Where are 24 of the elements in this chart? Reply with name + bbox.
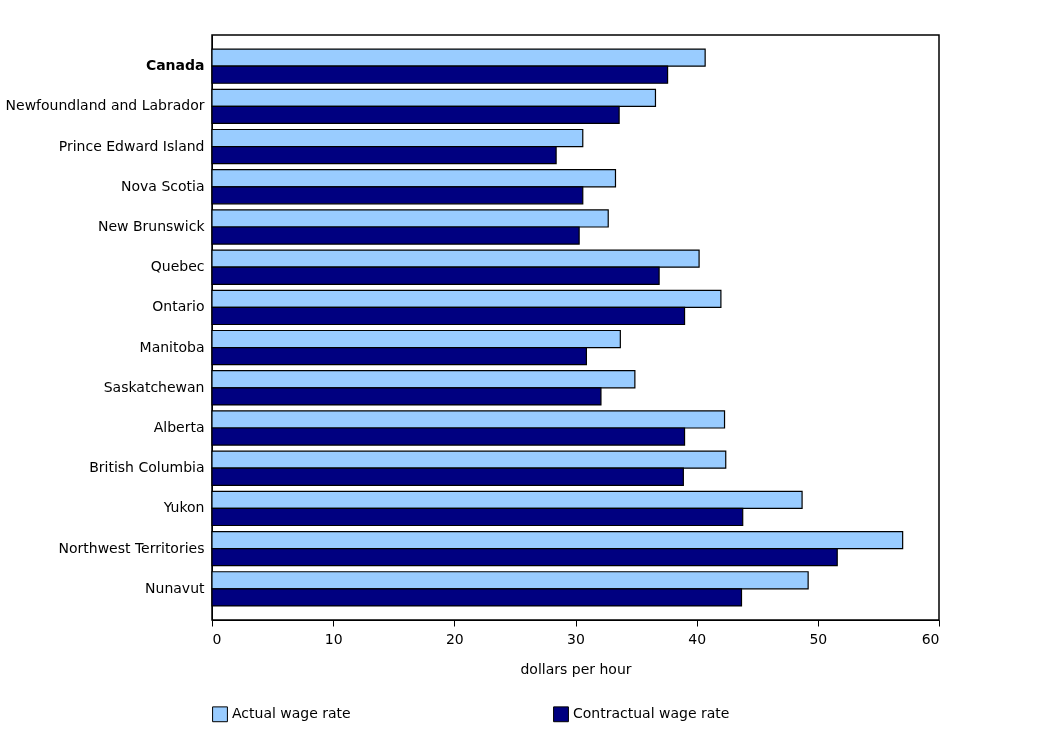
y-tick-label: Newfoundland and Labrador bbox=[5, 97, 205, 114]
y-tick-label: British Columbia bbox=[89, 459, 205, 476]
y-tick-label: Nunavut bbox=[145, 579, 205, 596]
y-tick-label: Saskatchewan bbox=[103, 378, 205, 395]
y-tick-label: Northwest Territories bbox=[58, 539, 205, 556]
x-tick-label: 20 bbox=[445, 630, 464, 647]
x-tick-label: 30 bbox=[567, 630, 585, 647]
y-tick-label: Prince Edward Island bbox=[58, 137, 205, 154]
x-tick-label: 60 bbox=[921, 630, 940, 647]
y-tick-label: Quebec bbox=[150, 258, 205, 275]
y-tick-label: Ontario bbox=[152, 298, 205, 315]
x-tick-label: 0 bbox=[212, 630, 222, 647]
legend-label: Contractual wage rate bbox=[573, 705, 730, 722]
x-tick-label: 50 bbox=[809, 630, 828, 647]
y-tick-label: Nova Scotia bbox=[121, 177, 205, 194]
y-tick-label: Manitoba bbox=[139, 338, 205, 355]
legend-label: Actual wage rate bbox=[232, 705, 351, 722]
x-axis-title: dollars per hour bbox=[520, 660, 632, 677]
y-tick-label: Alberta bbox=[153, 419, 205, 436]
y-tick-label: New Brunswick bbox=[97, 217, 206, 234]
y-tick-label: Yukon bbox=[162, 499, 205, 516]
y-tick-label: Canada bbox=[145, 57, 205, 74]
x-tick-label: 40 bbox=[688, 630, 707, 647]
x-tick-label: 10 bbox=[324, 630, 343, 647]
